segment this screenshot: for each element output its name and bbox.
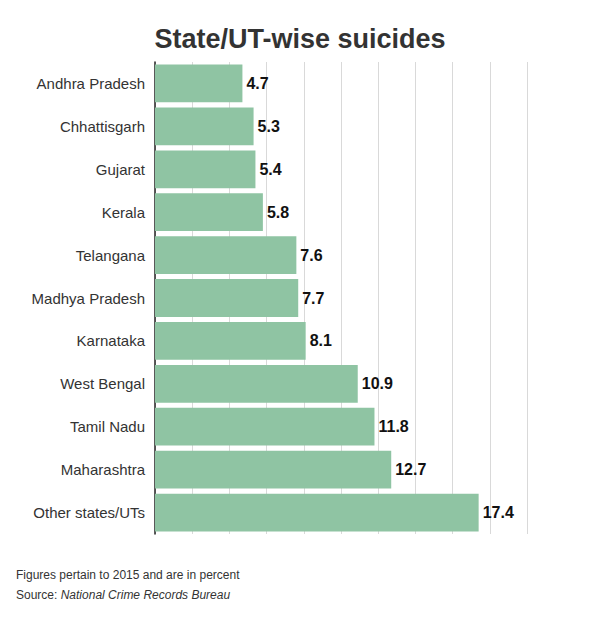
svg-text:Telangana: Telangana [76,247,146,264]
svg-text:7.6: 7.6 [300,247,322,264]
svg-text:5.3: 5.3 [258,118,280,135]
svg-text:17.4: 17.4 [483,504,514,521]
svg-text:Gujarat: Gujarat [96,161,146,178]
svg-text:5.8: 5.8 [267,204,289,221]
svg-text:National Crime Records Bureau: National Crime Records Bureau [61,588,231,602]
svg-text:Tamil Nadu: Tamil Nadu [70,418,145,435]
svg-text:Andhra Pradesh: Andhra Pradesh [37,75,145,92]
svg-text:5.4: 5.4 [259,161,281,178]
svg-text:12.7: 12.7 [395,461,426,478]
svg-text:West Bengal: West Bengal [60,375,145,392]
svg-text:Karnataka: Karnataka [77,332,146,349]
svg-text:4.7: 4.7 [246,75,268,92]
svg-text:Figures pertain to 2015 and ar: Figures pertain to 2015 and are in perce… [16,568,240,582]
svg-text:Chhattisgarh: Chhattisgarh [60,118,145,135]
svg-text:Kerala: Kerala [102,204,146,221]
svg-text:Maharashtra: Maharashtra [61,461,146,478]
svg-text:8.1: 8.1 [310,332,332,349]
svg-text:Madhya Pradesh: Madhya Pradesh [32,290,145,307]
svg-text:Source:: Source: [16,588,61,602]
svg-text:7.7: 7.7 [302,290,324,307]
svg-text:10.9: 10.9 [362,375,393,392]
svg-text:Other states/UTs: Other states/UTs [33,504,145,521]
svg-text:State/UT-wise suicides: State/UT-wise suicides [154,24,445,54]
svg-text:11.8: 11.8 [378,418,408,435]
